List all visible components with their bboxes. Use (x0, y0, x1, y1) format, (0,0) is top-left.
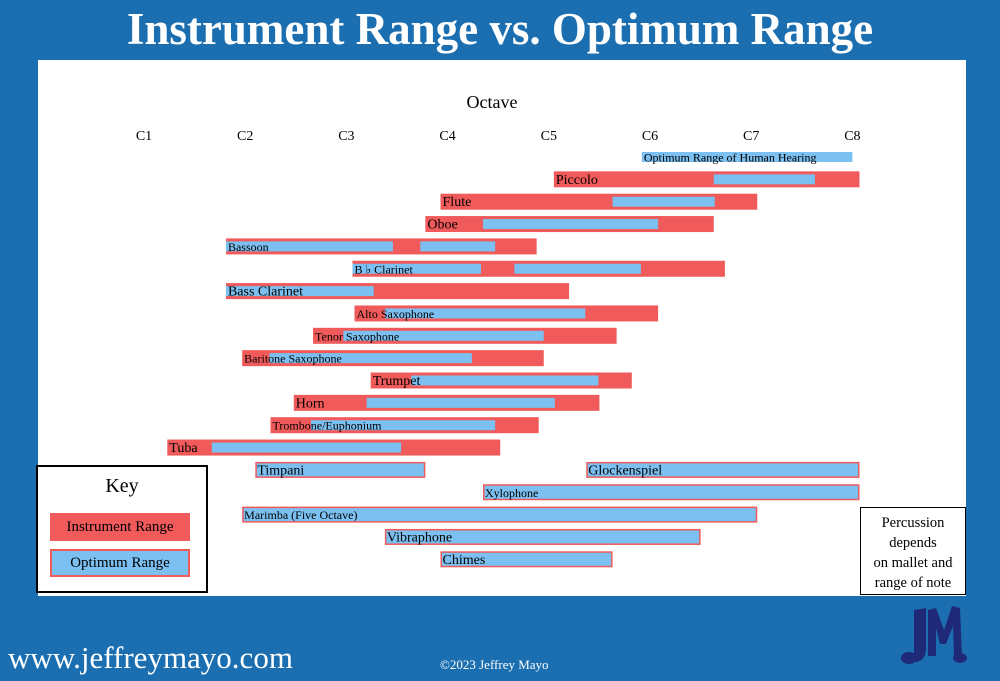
chart-row: Trumpet (370, 372, 632, 389)
chart-row: Oboe (425, 216, 714, 233)
x-tick-label: C8 (844, 129, 860, 144)
jm-logo-icon (901, 606, 967, 664)
row-label: Tuba (169, 441, 198, 456)
chart-row: Vibraphone (384, 528, 701, 545)
optimum-range-bar (587, 463, 858, 477)
percussion-note-line: on mallet and (873, 555, 953, 571)
page-title: Instrument Range vs. Optimum Range (126, 4, 874, 54)
x-tick-label: C4 (439, 129, 455, 144)
row-label: Tenor Saxophone (315, 329, 399, 343)
chart-row: Baritone Saxophone (242, 350, 544, 367)
chart-row: Chimes (440, 551, 613, 568)
row-label: Glockenspiel (588, 463, 662, 478)
optimum-range-bar (343, 330, 544, 341)
chart-row: Trombone/Euphonium (270, 417, 539, 434)
percussion-note-line: Percussion (881, 515, 945, 531)
percussion-note-line: range of note (874, 575, 952, 591)
row-label: Optimum Range of Human Hearing (644, 151, 817, 165)
optimum-range-bar (713, 174, 815, 185)
chart-row: Marimba (Five Octave) (242, 506, 758, 523)
row-label: Baritone Saxophone (244, 352, 342, 366)
x-axis-ticks: C1 C2 C3 C4 C5 C6 C7 C8 (136, 129, 861, 144)
copyright-text: ©2023 Jeffrey Mayo (440, 657, 549, 672)
optimum-range-bar (484, 485, 858, 499)
row-label: Flute (443, 195, 472, 210)
chart-row: Horn (293, 394, 600, 411)
optimum-range-bar (366, 397, 555, 408)
optimum-range-bar (483, 219, 659, 230)
optimum-range-bar (269, 353, 472, 364)
chart-row: Alto Saxophone (354, 305, 659, 322)
chart-row: Piccolo (553, 171, 860, 188)
row-label: Bass Clarinet (228, 285, 303, 300)
optimum-range-bar (352, 263, 481, 274)
chart-row: Timpani (255, 461, 426, 478)
row-label: B ♭ Clarinet (354, 262, 413, 276)
row-label: Bassoon (228, 240, 269, 254)
chart-row: Optimum Range of Human Hearing (641, 151, 853, 165)
legend-instrument-range: Instrument Range (50, 513, 190, 541)
percussion-note-line: depends (889, 535, 937, 551)
optimum-range-bar (641, 152, 853, 162)
optimum-range-bar (384, 308, 586, 319)
row-label: Trumpet (373, 374, 421, 389)
chart-row: Bassoon (225, 238, 537, 255)
optimum-range-bar (225, 241, 393, 252)
x-tick-label: C5 (541, 129, 557, 144)
x-tick-label: C6 (642, 129, 658, 144)
row-label: Marimba (Five Octave) (244, 508, 357, 522)
x-tick-label: C7 (743, 129, 759, 144)
row-label: Vibraphone (387, 530, 452, 545)
x-axis-title: Octave (467, 92, 518, 112)
chart-row: B ♭ Clarinet (352, 260, 725, 277)
row-label: Xylophone (485, 486, 538, 500)
website-link[interactable]: www.jeffreymayo.com (8, 640, 293, 675)
optimum-range-bar (211, 442, 402, 453)
optimum-range-bar (420, 241, 496, 252)
optimum-range-bar (386, 530, 700, 544)
row-label: Timpani (257, 463, 304, 478)
optimum-range-bar (225, 286, 374, 297)
optimum-range-bar (310, 420, 496, 431)
chart-row: Xylophone (483, 484, 860, 501)
chart-row: Flute (440, 193, 758, 210)
legend-key: Key Instrument Range Optimum Range (36, 465, 208, 593)
chart-rows: Optimum Range of Human Hearing Piccolo Flu… (167, 151, 860, 568)
row-label: Chimes (443, 553, 486, 568)
optimum-range-bar (256, 463, 424, 477)
optimum-range-bar (442, 552, 612, 566)
chart-row: Bass Clarinet (225, 283, 570, 300)
x-tick-label: C3 (338, 129, 354, 144)
x-tick-label: C1 (136, 129, 152, 144)
chart-row: Glockenspiel (586, 461, 860, 478)
chart-row: Tuba (167, 439, 501, 456)
optimum-range-bar (514, 263, 641, 274)
row-label: Oboe (427, 218, 457, 233)
legend-title: Key (105, 475, 139, 497)
optimum-range-bar (411, 375, 599, 386)
chart-row: Tenor Saxophone (313, 327, 617, 344)
row-label: Trombone/Euphonium (273, 419, 383, 433)
x-tick-label: C2 (237, 129, 253, 144)
optimum-range-bar (243, 508, 756, 522)
percussion-note: Percussion depends on mallet and range o… (860, 507, 966, 595)
optimum-range-bar (612, 196, 715, 207)
row-label: Horn (296, 396, 325, 411)
row-label: Piccolo (556, 173, 598, 188)
row-label: Alto Saxophone (356, 307, 434, 321)
legend-optimum-range: Optimum Range (50, 549, 190, 577)
